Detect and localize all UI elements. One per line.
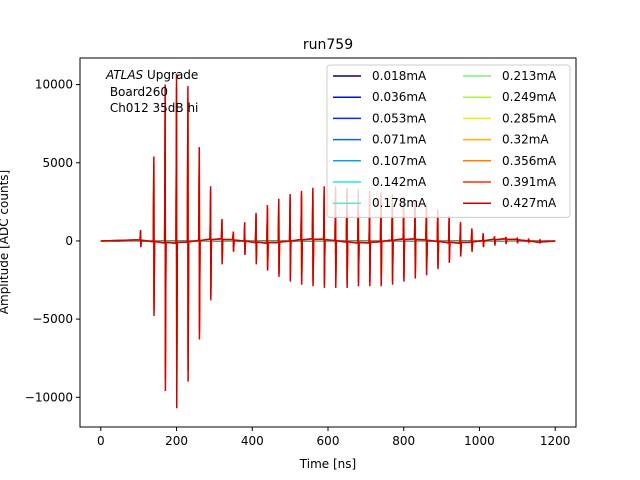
x-tick-label: 1200 [540, 434, 571, 448]
x-axis-ticks: 0 200 400 600 800 1000 1200 [97, 427, 570, 448]
legend-label: 0.107mA [372, 154, 427, 168]
annotation-board: Board260 [106, 85, 168, 99]
y-tick-label: −10000 [25, 390, 73, 404]
legend-label: 0.142mA [372, 175, 427, 189]
y-tick-label: 0 [65, 234, 73, 248]
legend-label: 0.249mA [502, 90, 557, 104]
legend-box [326, 64, 571, 218]
legend: 0.018mA 0.036mA 0.053mA 0.071mA 0.107mA 0.142… [326, 64, 571, 218]
curves-group [100, 73, 556, 409]
legend-label: 0.285mA [502, 111, 557, 125]
x-tick-label: 0 [97, 434, 105, 448]
legend-label: 0.356mA [502, 154, 557, 168]
legend-label: 0.213mA [502, 69, 557, 83]
annotation-line1: ATLAS Upgrade [105, 68, 198, 82]
y-tick-label: −5000 [32, 312, 73, 326]
legend-label: 0.036mA [372, 90, 427, 104]
y-tick-label: 5000 [42, 156, 73, 170]
legend-label: 0.018mA [372, 69, 427, 83]
x-tick-label: 800 [392, 434, 415, 448]
x-tick-label: 600 [317, 434, 340, 448]
atlas-annotation: ATLAS Upgrade Board260 Ch012 35dB hi [105, 68, 198, 115]
annotation-upgrade: Upgrade [143, 68, 198, 82]
x-tick-label: 200 [165, 434, 188, 448]
x-tick-label: 1000 [464, 434, 495, 448]
x-tick-label: 400 [241, 434, 264, 448]
legend-label: 0.178mA [372, 196, 427, 210]
annotation-atlas: ATLAS [105, 68, 144, 82]
legend-label: 0.391mA [502, 175, 557, 189]
legend-label: 0.427mA [502, 196, 557, 210]
y-axis-label: Amplitude [ADC counts] [0, 170, 11, 314]
y-tick-label: 10000 [35, 78, 73, 92]
chart-title: run759 [303, 37, 353, 53]
legend-label: 0.071mA [372, 133, 427, 147]
y-axis-ticks: −10000 −5000 0 5000 10000 [25, 78, 80, 404]
series-line [100, 73, 556, 409]
legend-label: 0.053mA [372, 111, 427, 125]
x-axis-label: Time [ns] [299, 457, 356, 471]
annotation-channel: Ch012 35dB hi [106, 101, 198, 115]
legend-label: 0.32mA [502, 133, 549, 147]
